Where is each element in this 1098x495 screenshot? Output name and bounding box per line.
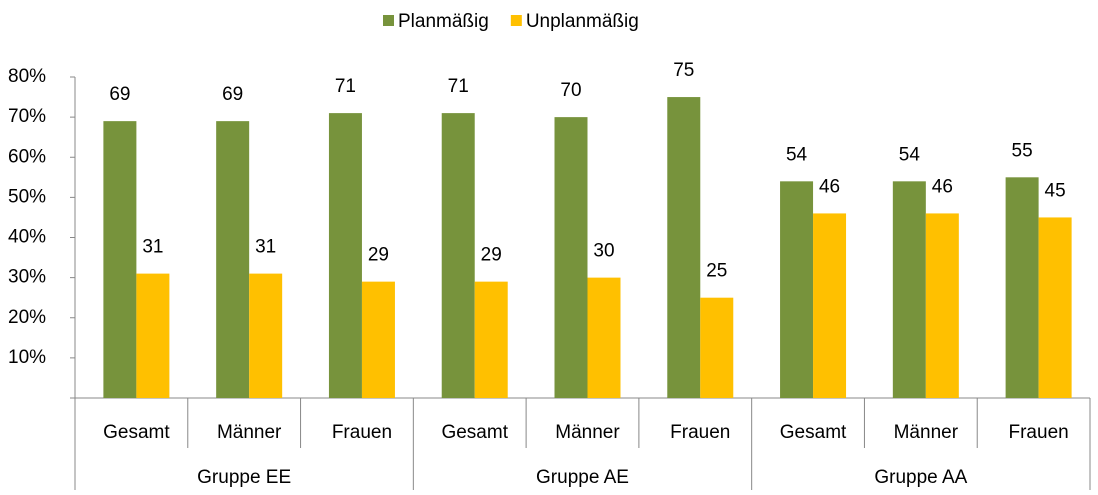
x-tick-label: Frauen [1009, 422, 1069, 443]
bar [1005, 177, 1039, 398]
data-label: 46 [819, 176, 840, 197]
bar [925, 213, 959, 398]
group-label: Gruppe AA [874, 467, 967, 488]
x-tick-label: Frauen [332, 422, 392, 443]
data-label: 54 [786, 144, 808, 165]
data-label: 29 [368, 245, 389, 266]
data-label: 31 [255, 237, 276, 258]
legend-swatch [383, 15, 394, 26]
group-label: Gruppe EE [197, 467, 291, 488]
x-tick-label: Gesamt [780, 422, 847, 443]
bar [1038, 217, 1072, 398]
data-label: 45 [1045, 180, 1066, 201]
data-label: 29 [481, 245, 502, 266]
data-label: 71 [448, 76, 469, 97]
bar [587, 277, 621, 398]
y-tick-label: 10% [8, 347, 46, 368]
y-tick-label: 20% [8, 307, 46, 328]
bar [892, 181, 926, 398]
bar [249, 273, 283, 398]
bar [216, 121, 250, 398]
bar [667, 97, 701, 398]
group-label: Gruppe AE [536, 467, 629, 488]
x-tick-label: Frauen [670, 422, 730, 443]
y-tick-label: 30% [8, 267, 46, 288]
data-label: 55 [1012, 140, 1033, 161]
legend-label: Planmäßig [398, 11, 489, 32]
bar [780, 181, 814, 398]
data-label: 69 [109, 84, 130, 105]
y-tick-label: 40% [8, 227, 46, 248]
data-label: 71 [335, 76, 356, 97]
bar [554, 117, 588, 398]
data-label: 69 [222, 84, 243, 105]
y-tick-label: 60% [8, 146, 46, 167]
data-label: 70 [560, 80, 581, 101]
x-tick-label: Gesamt [103, 422, 170, 443]
data-label: 75 [673, 60, 694, 81]
bar [361, 281, 395, 398]
bar [136, 273, 170, 398]
data-label: 31 [142, 237, 163, 258]
x-tick-label: Männer [894, 422, 959, 443]
bar [103, 121, 137, 398]
legend-label: Unplanmäßig [526, 11, 639, 32]
y-tick-label: 70% [8, 106, 46, 127]
x-tick-label: Männer [217, 422, 282, 443]
bar [328, 113, 362, 399]
bar [813, 213, 847, 398]
y-tick-label: 50% [8, 186, 46, 207]
x-tick-label: Männer [555, 422, 620, 443]
x-tick-label: Gesamt [441, 422, 508, 443]
data-label: 30 [593, 241, 614, 262]
data-label: 54 [899, 144, 921, 165]
data-label: 46 [932, 176, 953, 197]
data-label: 25 [706, 261, 727, 282]
y-tick-label: 80% [8, 66, 46, 87]
bar [474, 281, 508, 398]
bar [700, 297, 734, 398]
legend-swatch [510, 15, 522, 26]
bar [441, 113, 475, 399]
